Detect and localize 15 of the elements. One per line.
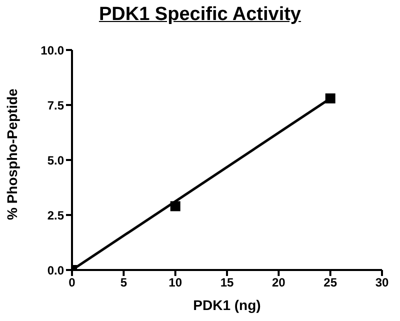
x-tick-label: 25 (324, 276, 338, 290)
x-tick-label: 30 (375, 276, 389, 290)
x-axis-title: PDK1 (ng) (193, 297, 261, 313)
x-tick-label: 0 (68, 276, 76, 290)
y-tick-label: 2.5 (47, 208, 64, 222)
x-tick-label: 20 (272, 276, 286, 290)
y-tick-label: 10.0 (40, 43, 64, 58)
y-axis-title: % Phospho-Peptide (4, 88, 20, 220)
y-tick-label: 0.0 (47, 263, 64, 278)
x-tick-label: 5 (120, 276, 128, 290)
y-tick-label: 5.0 (47, 153, 64, 168)
y-tick-label: 7.5 (47, 98, 64, 112)
chart-title: PDK1 Specific Activity (98, 3, 302, 27)
x-tick-label: 15 (220, 276, 234, 290)
x-tick-label: 10 (168, 276, 182, 290)
